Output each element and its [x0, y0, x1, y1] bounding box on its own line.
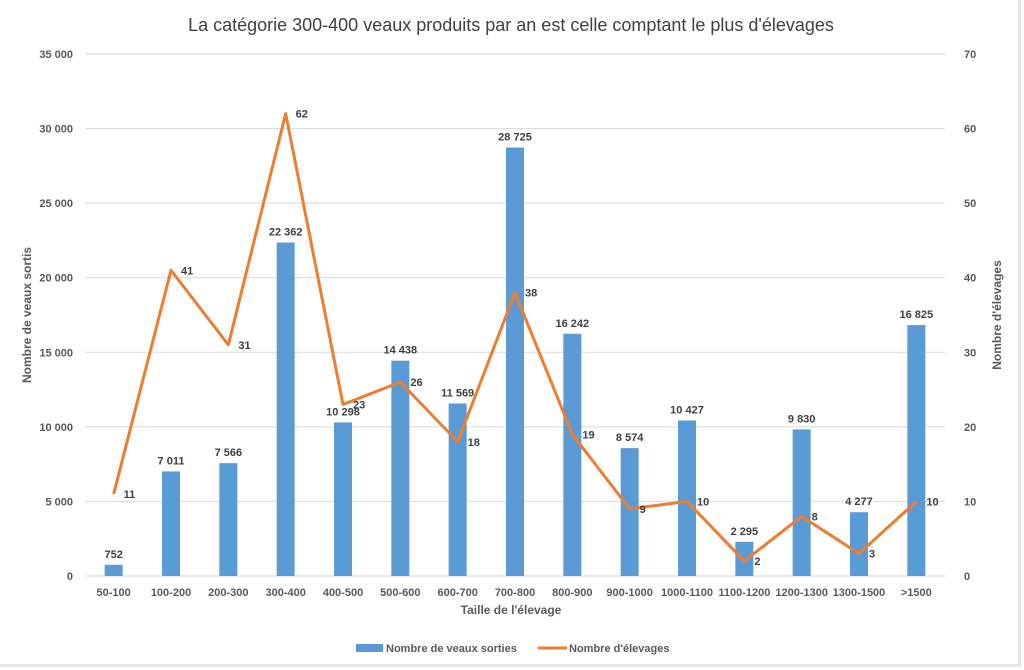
- bar: [104, 564, 123, 576]
- line-data-label: 9: [640, 504, 646, 516]
- bar-data-label: 10 427: [670, 404, 704, 416]
- y-tick-label: 10 000: [39, 422, 73, 434]
- line-data-label: 8: [812, 511, 818, 523]
- x-tick-label: 1000-1100: [661, 587, 713, 599]
- line-data-label: 38: [525, 288, 537, 300]
- line-data-label: 11: [124, 489, 136, 501]
- bar-data-label: 8 574: [616, 432, 644, 444]
- bar: [735, 541, 754, 576]
- line-data-labels: 11 41 31 62 23 26 18 38 19 9 10 2 8 3 10: [124, 109, 939, 568]
- left-axis-ticks: 0 5 000 10 000 15 000 20 000 25 000 30 000 35 0…: [39, 49, 73, 583]
- x-tick-label: 100-200: [151, 587, 191, 599]
- bar: [162, 471, 180, 576]
- bar: [276, 242, 295, 576]
- y-tick-label: 15 000: [39, 347, 73, 359]
- bar: [563, 333, 582, 576]
- x-tick-label: 900-1000: [606, 587, 653, 599]
- bar-data-label: 16 242: [556, 318, 590, 330]
- bar-data-label: 9 830: [788, 413, 816, 425]
- bar-data-label: 4 277: [845, 496, 873, 508]
- bar: [391, 360, 410, 576]
- bar-data-label: 752: [104, 549, 122, 561]
- x-tick-label: 1100-1200: [718, 587, 770, 599]
- y2-tick-label: 0: [964, 571, 970, 583]
- line-series: [112, 112, 918, 563]
- x-tick-label: 50-100: [97, 587, 131, 599]
- x-tick-label: >1500: [901, 587, 932, 599]
- line-data-label: 31: [238, 340, 250, 352]
- bar-data-label: 7 566: [215, 447, 243, 459]
- bar-series: [104, 147, 926, 576]
- line-data-label: 26: [410, 377, 422, 389]
- bar-data-label: 7 011: [158, 455, 185, 467]
- y-tick-label: 25 000: [39, 198, 73, 210]
- x-tick-label: 1300-1500: [833, 587, 886, 599]
- y2-tick-label: 10: [964, 496, 976, 508]
- legend: Nombre de veaux sorties Nombre d'élevage…: [356, 643, 669, 655]
- line-data-label: 19: [582, 429, 594, 441]
- y-tick-label: 35 000: [39, 49, 73, 61]
- bar: [620, 448, 639, 576]
- line-data-label: 10: [926, 496, 938, 508]
- y2-axis-title: Nombre d'élevages: [990, 260, 1004, 370]
- bar: [678, 420, 696, 576]
- bar-data-label: 2 295: [731, 526, 759, 538]
- x-tick-label: 800-900: [552, 587, 592, 599]
- line-data-label: 18: [468, 437, 480, 449]
- y-tick-label: 30 000: [39, 124, 73, 136]
- bar-data-label: 10 298: [326, 406, 360, 418]
- y2-tick-label: 50: [964, 198, 976, 210]
- y2-tick-label: 20: [964, 422, 976, 434]
- legend-bar-swatch: [356, 644, 383, 652]
- y-tick-label: 20 000: [39, 273, 73, 285]
- bar-data-label: 16 825: [900, 309, 934, 321]
- bar-data-labels: 752 7 011 7 566 22 362 10 298 14 438 11 569 28 …: [104, 132, 933, 561]
- y2-tick-label: 30: [964, 347, 976, 359]
- bar: [448, 403, 467, 576]
- legend-line-label: Nombre d'élevages: [569, 643, 669, 655]
- line-data-label: 10: [697, 496, 709, 508]
- y-tick-label: 0: [67, 571, 73, 583]
- bar: [907, 325, 926, 576]
- bar: [850, 512, 868, 576]
- y-axis-title: Nombre de veaux sortis: [20, 247, 34, 383]
- legend-bar-label: Nombre de veaux sorties: [386, 643, 517, 655]
- bar: [219, 463, 238, 576]
- line-data-label: 41: [181, 265, 193, 277]
- bar-data-label: 28 725: [498, 132, 532, 144]
- x-tick-label: 1200-1300: [775, 587, 828, 599]
- x-axis-ticks: 50-100 100-200 200-300 300-400 400-500 500-60…: [97, 587, 932, 599]
- bar-data-label: 11 569: [441, 387, 474, 399]
- line-data-label: 23: [353, 399, 365, 411]
- line-data-label: 2: [754, 556, 760, 568]
- line-data-label: 3: [869, 549, 875, 561]
- y2-tick-label: 70: [964, 49, 976, 61]
- right-axis-ticks: 0 10 20 30 40 50 60 70: [964, 49, 976, 583]
- bar-data-label: 22 362: [269, 226, 303, 238]
- y2-tick-label: 40: [964, 273, 976, 285]
- bar: [334, 422, 352, 576]
- x-axis-title: Taille de l'élevage: [461, 603, 562, 617]
- line-data-label: 62: [296, 109, 308, 121]
- x-tick-label: 600-700: [437, 587, 477, 599]
- chart-title: La catégorie 300-400 veaux produits par …: [188, 15, 834, 35]
- bar-data-label: 14 438: [384, 345, 418, 357]
- y2-tick-label: 60: [964, 124, 976, 136]
- x-tick-label: 500-600: [380, 587, 420, 599]
- x-tick-label: 300-400: [265, 587, 305, 599]
- x-tick-label: 200-300: [208, 587, 248, 599]
- bar: [506, 147, 524, 576]
- bar: [792, 429, 811, 576]
- y-tick-label: 5 000: [45, 496, 73, 508]
- x-tick-label: 400-500: [323, 587, 363, 599]
- x-tick-label: 700-800: [495, 587, 535, 599]
